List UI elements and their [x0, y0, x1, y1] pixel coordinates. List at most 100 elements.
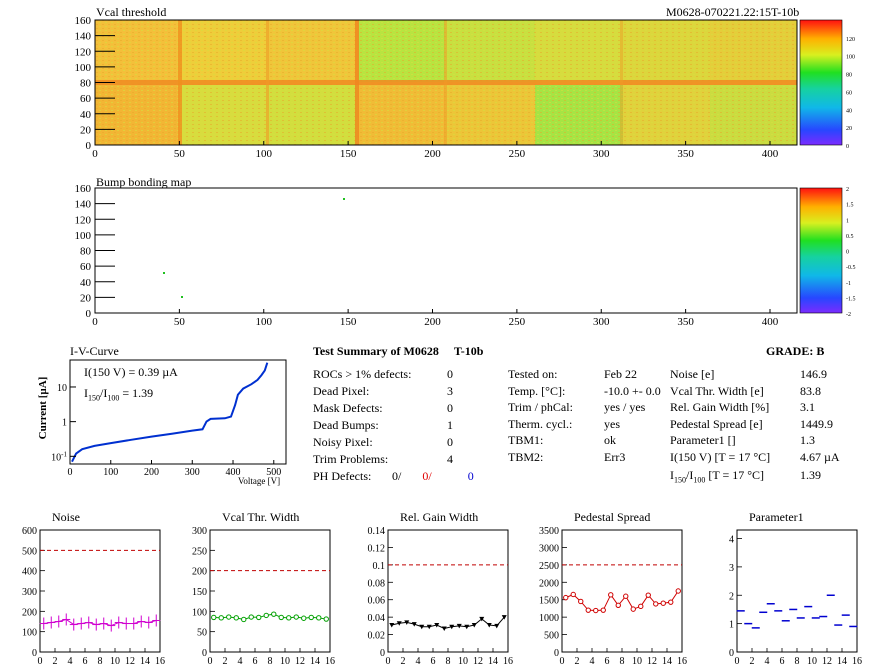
summary-chart-title: Vcal Thr. Width — [222, 510, 299, 524]
sum-right-value: 1.3 — [800, 433, 815, 447]
summary-chart-x-tick: 6 — [83, 656, 88, 667]
iv-x-tick: 300 — [185, 467, 200, 478]
vcal-y-tick: 160 — [75, 15, 92, 27]
summary-chart-y-tick: 500 — [544, 631, 559, 642]
summary-chart-y-tick: 300 — [22, 587, 37, 598]
summary-chart-y-tick: 1000 — [539, 613, 559, 624]
vcal-y-tick: 0 — [86, 140, 92, 152]
bump-y-tick: 0 — [86, 308, 92, 320]
sum-mid-value: yes — [604, 416, 620, 431]
summary-chart-x-tick: 0 — [38, 656, 43, 667]
summary-chart-x-tick: 8 — [446, 656, 451, 667]
sum-mid-value: Err3 — [604, 449, 626, 464]
vcal-x-tick: 350 — [677, 148, 694, 160]
vcal-title: Vcal threshold — [96, 5, 167, 19]
ratio-row-value: 1.39 — [800, 468, 821, 482]
summary-chart-y-tick: 150 — [192, 587, 207, 598]
data-point — [278, 614, 284, 621]
data-point — [464, 624, 470, 630]
summary-chart-x-tick: 8 — [795, 656, 800, 667]
bump-x-tick: 250 — [509, 316, 526, 328]
summary-chart-x-tick: 14 — [488, 656, 498, 667]
series-line — [565, 590, 679, 612]
summary-chart-title: Pedestal Spread — [574, 510, 650, 524]
summary-chart-x-tick: 2 — [575, 656, 580, 667]
data-point — [645, 592, 651, 598]
bump-y-tick: 20 — [80, 292, 92, 304]
summary-chart-y-tick: 300 — [192, 526, 207, 537]
data-point — [233, 615, 239, 621]
sum-right-value: 146.9 — [800, 367, 827, 381]
summary-chart-x-tick: 4 — [765, 656, 770, 667]
sum-right-value: 4.67 µA — [800, 449, 840, 464]
series-line — [213, 613, 327, 620]
data-point — [486, 622, 492, 628]
data-point — [638, 603, 644, 610]
data-point — [286, 615, 292, 621]
sum-right-label: Vcal Thr. Width [e] — [670, 383, 764, 398]
summary-chart-x-tick: 10 — [110, 656, 120, 667]
vcal-y-tick: 20 — [80, 124, 92, 136]
summary-chart-x-tick: 0 — [386, 656, 391, 667]
iv-title: I-V-Curve — [70, 344, 119, 358]
sum-left-label: Trim Problems: — [313, 452, 389, 466]
summary-chart-x-tick: 12 — [822, 656, 832, 667]
bump-x-tick: 400 — [762, 316, 779, 328]
vcal-y-tick: 40 — [80, 109, 92, 121]
ratio-row-label: I150/I100 [T = 17 °C] — [670, 468, 765, 485]
bump-title: Bump bonding map — [96, 175, 192, 189]
summary-chart-y-tick: 600 — [22, 526, 37, 537]
bump-scale-tick: 0 — [846, 250, 849, 256]
summary-chart-y-tick: 0 — [202, 648, 207, 659]
data-point — [323, 616, 329, 622]
iv-y-tick: 10 — [57, 383, 67, 394]
summary-chart-x-tick: 2 — [750, 656, 755, 667]
iv-annotation-current: I(150 V) = 0.39 µA — [84, 365, 178, 379]
iv-annotation-ratio: I150/I100 = 1.39 — [84, 386, 154, 403]
summary-chart-y-tick: 0 — [32, 648, 37, 659]
summary-chart-x-tick: 0 — [735, 656, 740, 667]
summary-chart-x-tick: 4 — [590, 656, 595, 667]
summary-chart-x-tick: 14 — [310, 656, 320, 667]
sum-right-label: I(150 V) [T = 17 °C] — [670, 449, 771, 464]
summary-chart-x-tick: 0 — [560, 656, 565, 667]
bump-y-tick: 140 — [75, 199, 92, 211]
data-point — [256, 614, 262, 621]
summary-chart-x-tick: 2 — [223, 656, 228, 667]
summary-chart-x-tick: 12 — [125, 656, 135, 667]
data-point — [494, 623, 500, 629]
data-point — [653, 601, 659, 607]
summary-chart-x-tick: 6 — [605, 656, 610, 667]
sum-mid-label: Tested on: — [508, 367, 558, 381]
sum-mid-label: Therm. cycl.: — [508, 416, 573, 431]
sum-left-label: Mask Defects: — [313, 401, 383, 415]
data-point — [630, 606, 636, 612]
data-point — [585, 607, 591, 613]
data-point — [660, 600, 666, 606]
bump-y-tick: 160 — [75, 183, 92, 195]
sum-left-label: Dead Pixel: — [313, 384, 370, 398]
data-point — [263, 612, 269, 619]
bump-scale-tick: -1 — [846, 281, 851, 287]
vcal-heatmap — [95, 20, 797, 145]
sum-left-value: 0 — [447, 367, 453, 381]
sum-right-value: 1449.9 — [800, 416, 833, 431]
data-point — [615, 602, 621, 608]
data-point — [419, 624, 425, 630]
vcal-scale-tick: 100 — [846, 55, 855, 61]
summary-chart-y-tick: 100 — [22, 628, 37, 639]
data-point — [404, 620, 410, 625]
bump-scale-tick: -1.5 — [846, 296, 856, 302]
vcal-y-tick: 140 — [75, 31, 92, 43]
summary-chart-y-tick: 1 — [729, 620, 734, 631]
bump-color-scale — [800, 188, 842, 313]
iv-x-tick: 0 — [68, 467, 73, 478]
sum-mid-value: -10.0 +- 0.0 — [604, 383, 661, 398]
